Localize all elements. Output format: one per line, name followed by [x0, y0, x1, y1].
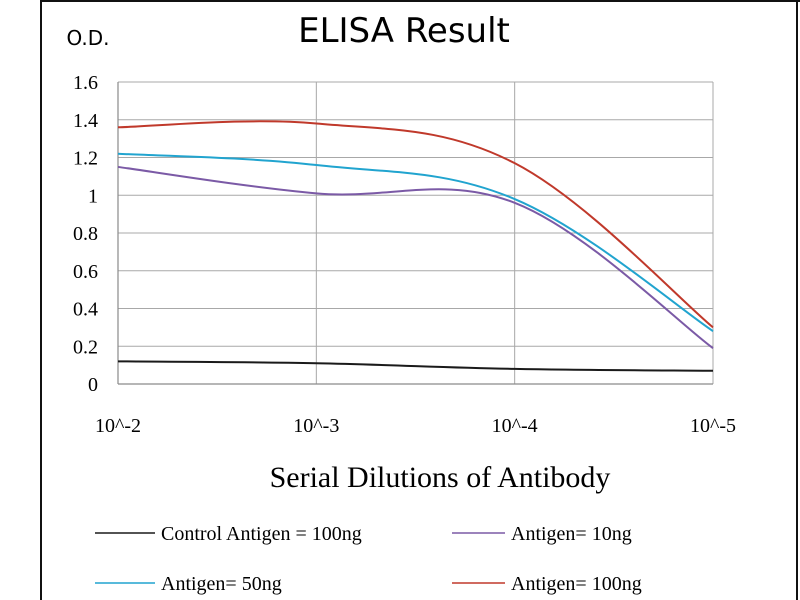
y-tick-label: 1.4	[73, 110, 98, 132]
y-tick-label: 1.6	[73, 72, 98, 94]
y-tick-label: 0	[88, 374, 98, 396]
tick-layer: 0 0.2 0.4 0.6 0.8 1 1.2 1.4 1.6 10^-2 10^-3 10^-4 10…	[73, 72, 736, 437]
series-line-control-antigen-100ng	[117, 360, 714, 372]
legend-label: Control Antigen = 100ng	[161, 523, 362, 545]
series-line-antigen-100ng	[117, 120, 714, 329]
x-tick-label: 10^-5	[690, 415, 736, 437]
y-axis-label: O.D.	[66, 26, 109, 50]
x-axis-label: Serial Dilutions of Antibody	[270, 461, 611, 494]
legend: Control Antigen = 100ng Antigen= 10ng Anti…	[95, 523, 642, 595]
axis-layer	[117, 82, 713, 385]
legend-label: Antigen= 10ng	[511, 523, 632, 545]
x-tick-label: 10^-2	[95, 415, 141, 437]
frame-top-border	[40, 0, 800, 2]
x-tick-label: 10^-4	[492, 415, 538, 437]
series-line-antigen-50ng	[117, 152, 714, 332]
y-tick-label: 1	[88, 185, 98, 207]
y-tick-label: 0.8	[73, 223, 98, 245]
grid-layer	[118, 81, 714, 384]
x-tick-label: 10^-3	[293, 415, 339, 437]
frame-left-border	[40, 0, 42, 600]
y-tick-label: 0.6	[73, 261, 98, 283]
chart-title: ELISA Result	[298, 11, 510, 51]
frame-right-border	[796, 0, 798, 600]
series-layer	[117, 120, 714, 372]
legend-label: Antigen= 100ng	[511, 573, 642, 595]
y-tick-label: 0.4	[73, 299, 98, 321]
y-tick-label: 1.2	[73, 148, 98, 170]
series-line-antigen-10ng	[117, 165, 714, 349]
y-tick-label: 0.2	[73, 336, 98, 358]
legend-label: Antigen= 50ng	[161, 573, 282, 595]
